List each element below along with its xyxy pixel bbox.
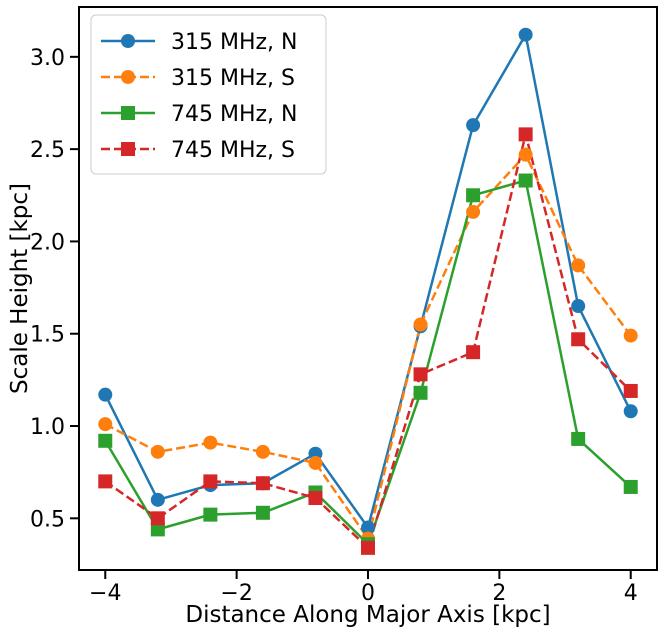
data-point bbox=[623, 404, 638, 419]
legend: 315 MHz, N 315 MHz, S 745 MHz, N 745 MHz, S bbox=[90, 14, 327, 175]
legend-label: 745 MHz, N bbox=[171, 102, 298, 127]
data-point bbox=[150, 522, 165, 537]
data-point bbox=[518, 147, 533, 162]
data-point bbox=[98, 387, 113, 402]
data-point bbox=[203, 507, 218, 522]
data-point bbox=[255, 476, 270, 491]
y-tick-label: 3.0 bbox=[30, 46, 65, 71]
data-point bbox=[518, 27, 533, 42]
data-point bbox=[518, 127, 533, 142]
data-point bbox=[361, 540, 375, 555]
legend-label: 315 MHz, S bbox=[171, 66, 295, 91]
x-tick-label: 0 bbox=[361, 581, 375, 606]
data-point bbox=[623, 328, 638, 343]
y-axis: 0.5 1.0 1.5 2.0 2.5 3.0 bbox=[30, 46, 79, 532]
legend-marker bbox=[121, 70, 135, 84]
data-point bbox=[623, 479, 638, 494]
data-point bbox=[413, 385, 428, 400]
data-point bbox=[571, 332, 586, 347]
legend-marker bbox=[121, 106, 135, 120]
data-point bbox=[571, 299, 586, 314]
y-tick-label: 2.5 bbox=[30, 138, 65, 163]
data-point bbox=[623, 383, 638, 398]
data-point bbox=[150, 444, 165, 459]
data-point bbox=[466, 204, 481, 219]
x-tick-label: −2 bbox=[220, 581, 252, 606]
data-point bbox=[255, 444, 270, 459]
legend-marker bbox=[121, 34, 135, 48]
data-point bbox=[413, 367, 428, 382]
data-point bbox=[98, 433, 113, 448]
series-line-2 bbox=[104, 153, 632, 540]
data-point bbox=[571, 431, 586, 446]
legend-marker bbox=[121, 142, 135, 156]
y-tick-label: 1.5 bbox=[30, 323, 65, 348]
y-axis-label: Scale Height [kpc] bbox=[7, 183, 33, 394]
data-point bbox=[466, 118, 481, 133]
data-point bbox=[571, 258, 586, 273]
legend-label: 745 MHz, S bbox=[171, 138, 295, 163]
data-point bbox=[98, 474, 113, 489]
data-point bbox=[466, 345, 481, 360]
y-tick-label: 0.5 bbox=[30, 507, 65, 532]
plot-markers bbox=[98, 27, 638, 555]
y-tick-label: 2.0 bbox=[30, 230, 65, 255]
data-point bbox=[466, 188, 481, 203]
x-axis: −4 −2 0 2 4 bbox=[89, 570, 638, 606]
data-point bbox=[518, 173, 533, 188]
data-point bbox=[150, 511, 165, 526]
data-point bbox=[98, 417, 113, 432]
data-point bbox=[203, 474, 218, 489]
data-point bbox=[413, 317, 428, 332]
data-point bbox=[150, 492, 165, 507]
x-tick-label: 4 bbox=[624, 581, 638, 606]
data-point bbox=[308, 491, 323, 506]
data-point bbox=[255, 505, 270, 520]
x-tick-label: −4 bbox=[89, 581, 121, 606]
x-tick-label: 2 bbox=[492, 581, 506, 606]
data-point bbox=[308, 455, 323, 470]
y-tick-label: 1.0 bbox=[30, 415, 65, 440]
x-axis-label: Distance Along Major Axis [kpc] bbox=[185, 602, 550, 628]
data-point bbox=[203, 435, 218, 450]
series-line-4 bbox=[104, 133, 632, 550]
legend-box bbox=[90, 14, 327, 175]
data-point bbox=[361, 520, 375, 535]
legend-label: 315 MHz, N bbox=[171, 30, 298, 55]
